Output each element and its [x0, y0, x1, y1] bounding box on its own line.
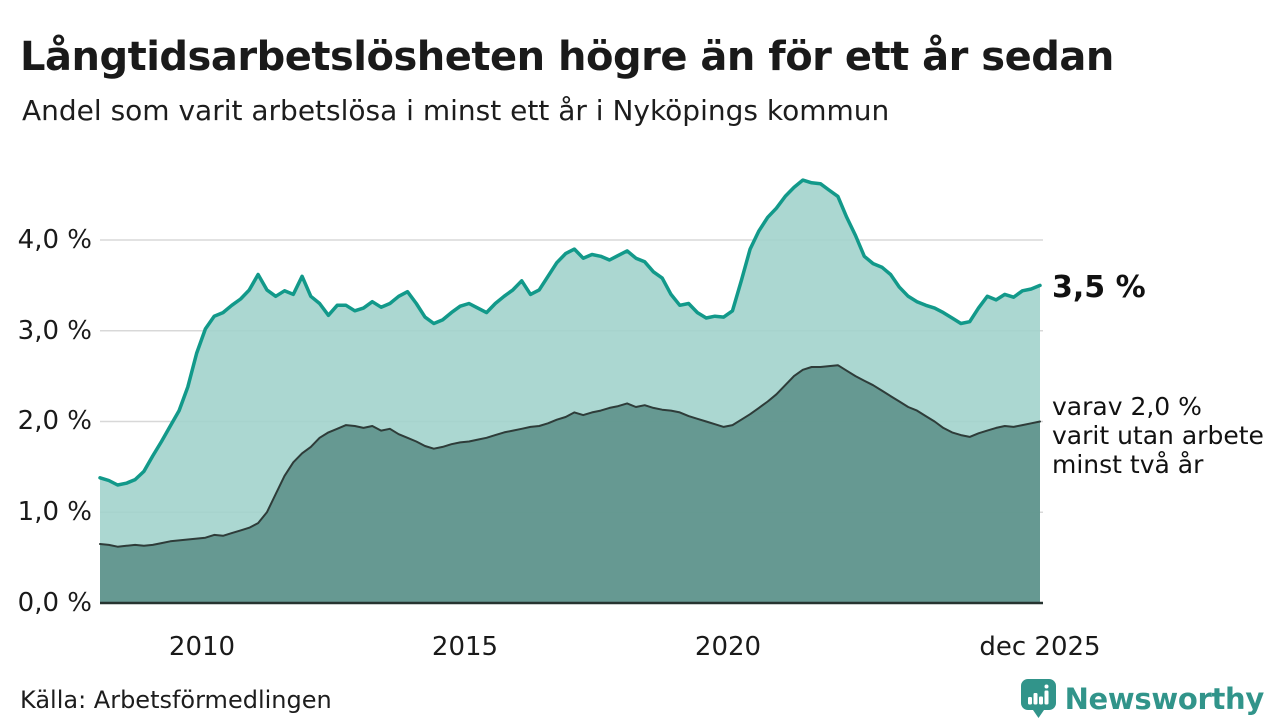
series-line-unemployed-2yr: [99, 364, 1041, 548]
series-end-label-1yr: 3,5 %: [1052, 270, 1146, 305]
y-tick-label-1: 1,0 %: [17, 497, 92, 527]
source-note: Källa: Arbetsförmedlingen: [20, 686, 332, 714]
chart-title: Långtidsarbetslösheten högre än för ett …: [20, 33, 1114, 80]
y-tick-label-4: 4,0 %: [17, 225, 92, 255]
chart-subtitle: Andel som varit arbetslösa i minst ett å…: [22, 94, 890, 127]
bar-chart-glyph: [1027, 684, 1049, 705]
x-tick-label-2015: 2015: [431, 632, 499, 662]
x-tick-label-2010: 2010: [168, 632, 236, 662]
y-tick-label-0: 0,0 %: [17, 588, 92, 618]
bar-chart-speech-bubble-icon: [1020, 679, 1056, 718]
series-line-unemployed-1yr: [98, 178, 1042, 487]
x-tick-label-dec-2025: dec 2025: [979, 632, 1101, 662]
y-tick-label-2: 2,0 %: [17, 406, 92, 436]
series-end-label-2yr: varav 2,0 % varit utan arbete minst två …: [1052, 392, 1264, 479]
y-tick-label-3: 3,0 %: [17, 316, 92, 346]
series-area-unemployed-2yr: [100, 365, 1040, 603]
newsworthy-logo: Newsworthy: [1020, 678, 1264, 719]
x-tick-label-2020: 2020: [694, 632, 762, 662]
brand-name: Newsworthy: [1064, 681, 1265, 716]
